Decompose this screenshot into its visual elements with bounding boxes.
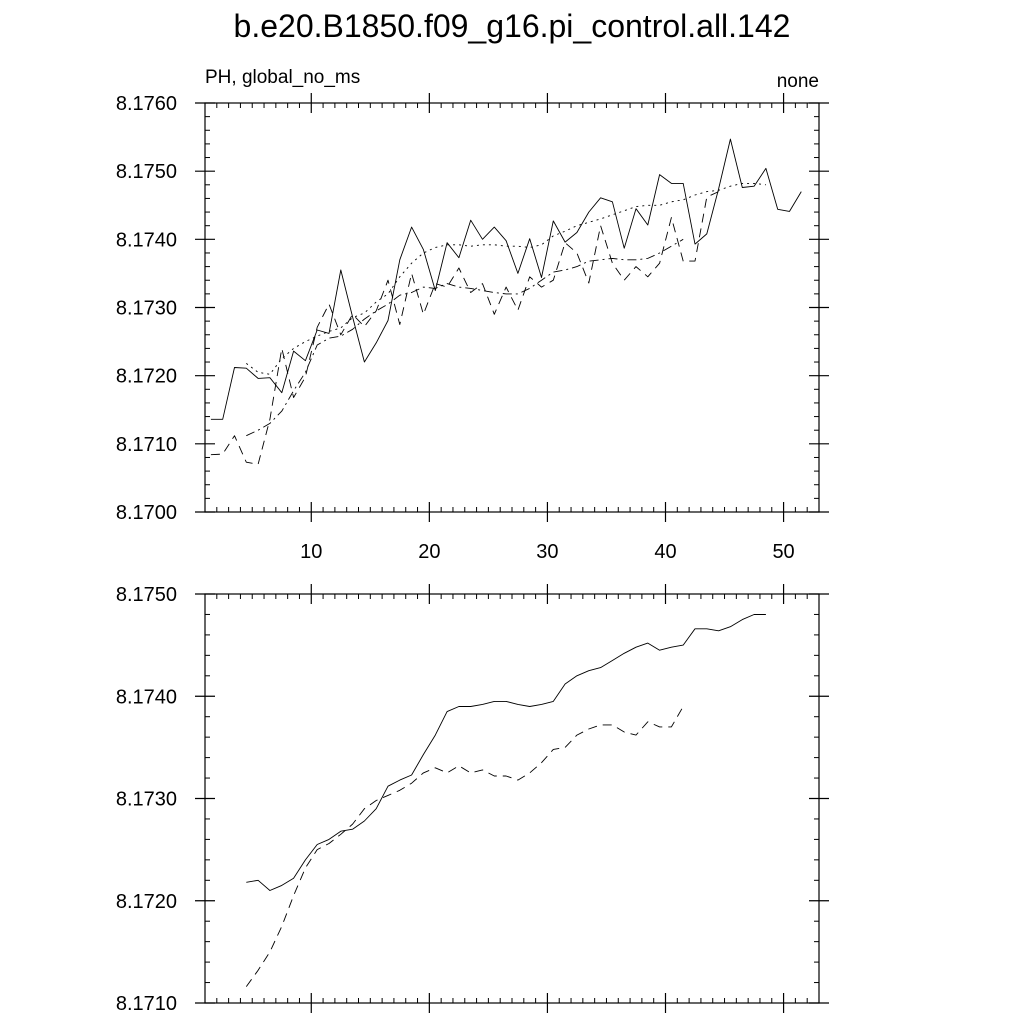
- y-tick-label: 8.1740: [116, 229, 177, 251]
- y-tick-label: 8.1710: [116, 434, 177, 456]
- y-tick-label: 8.1720: [116, 891, 177, 913]
- right-subtitle: none: [777, 71, 819, 92]
- x-tick-label: 20: [418, 541, 440, 563]
- left-subtitle: PH, global_no_ms: [205, 67, 360, 88]
- figure-title: b.e20.B1850.f09_g16.pi_control.all.142: [234, 8, 791, 44]
- series-line-2-dot: [246, 182, 766, 375]
- y-tick-label: 8.1700: [116, 502, 177, 524]
- plot-frame: [204, 593, 820, 1004]
- x-tick-label: 50: [772, 541, 794, 563]
- series-line-0-solid: [210, 138, 802, 420]
- plot-frame: [204, 102, 820, 513]
- y-tick-label: 8.1730: [116, 789, 177, 811]
- series-line-0-solid: [246, 614, 766, 891]
- y-tick-label: 8.1710: [116, 993, 177, 1015]
- bottom-panel: 8.1710 8.1720 8.1730 8.1740 8.1750: [116, 584, 829, 1015]
- x-tick-label: 40: [654, 541, 676, 563]
- series-line-1-dash: [210, 191, 719, 465]
- y-tick-label: 8.1720: [116, 366, 177, 388]
- y-tick-label: 8.1750: [116, 161, 177, 183]
- top-panel: 10 20 30 40 50 8.1700 8.1710 8.1720 8.1730 8.1740…: [116, 93, 829, 563]
- y-tick-label: 8.1750: [116, 584, 177, 606]
- y-tick-label: 8.1730: [116, 298, 177, 320]
- x-tick-label: 10: [300, 541, 322, 563]
- series-line-3-dashdot: [246, 238, 684, 437]
- y-tick-label: 8.1740: [116, 686, 177, 708]
- y-tick-label: 8.1760: [116, 93, 177, 115]
- x-tick-label: 30: [536, 541, 558, 563]
- series-line-1-dash: [245, 706, 684, 987]
